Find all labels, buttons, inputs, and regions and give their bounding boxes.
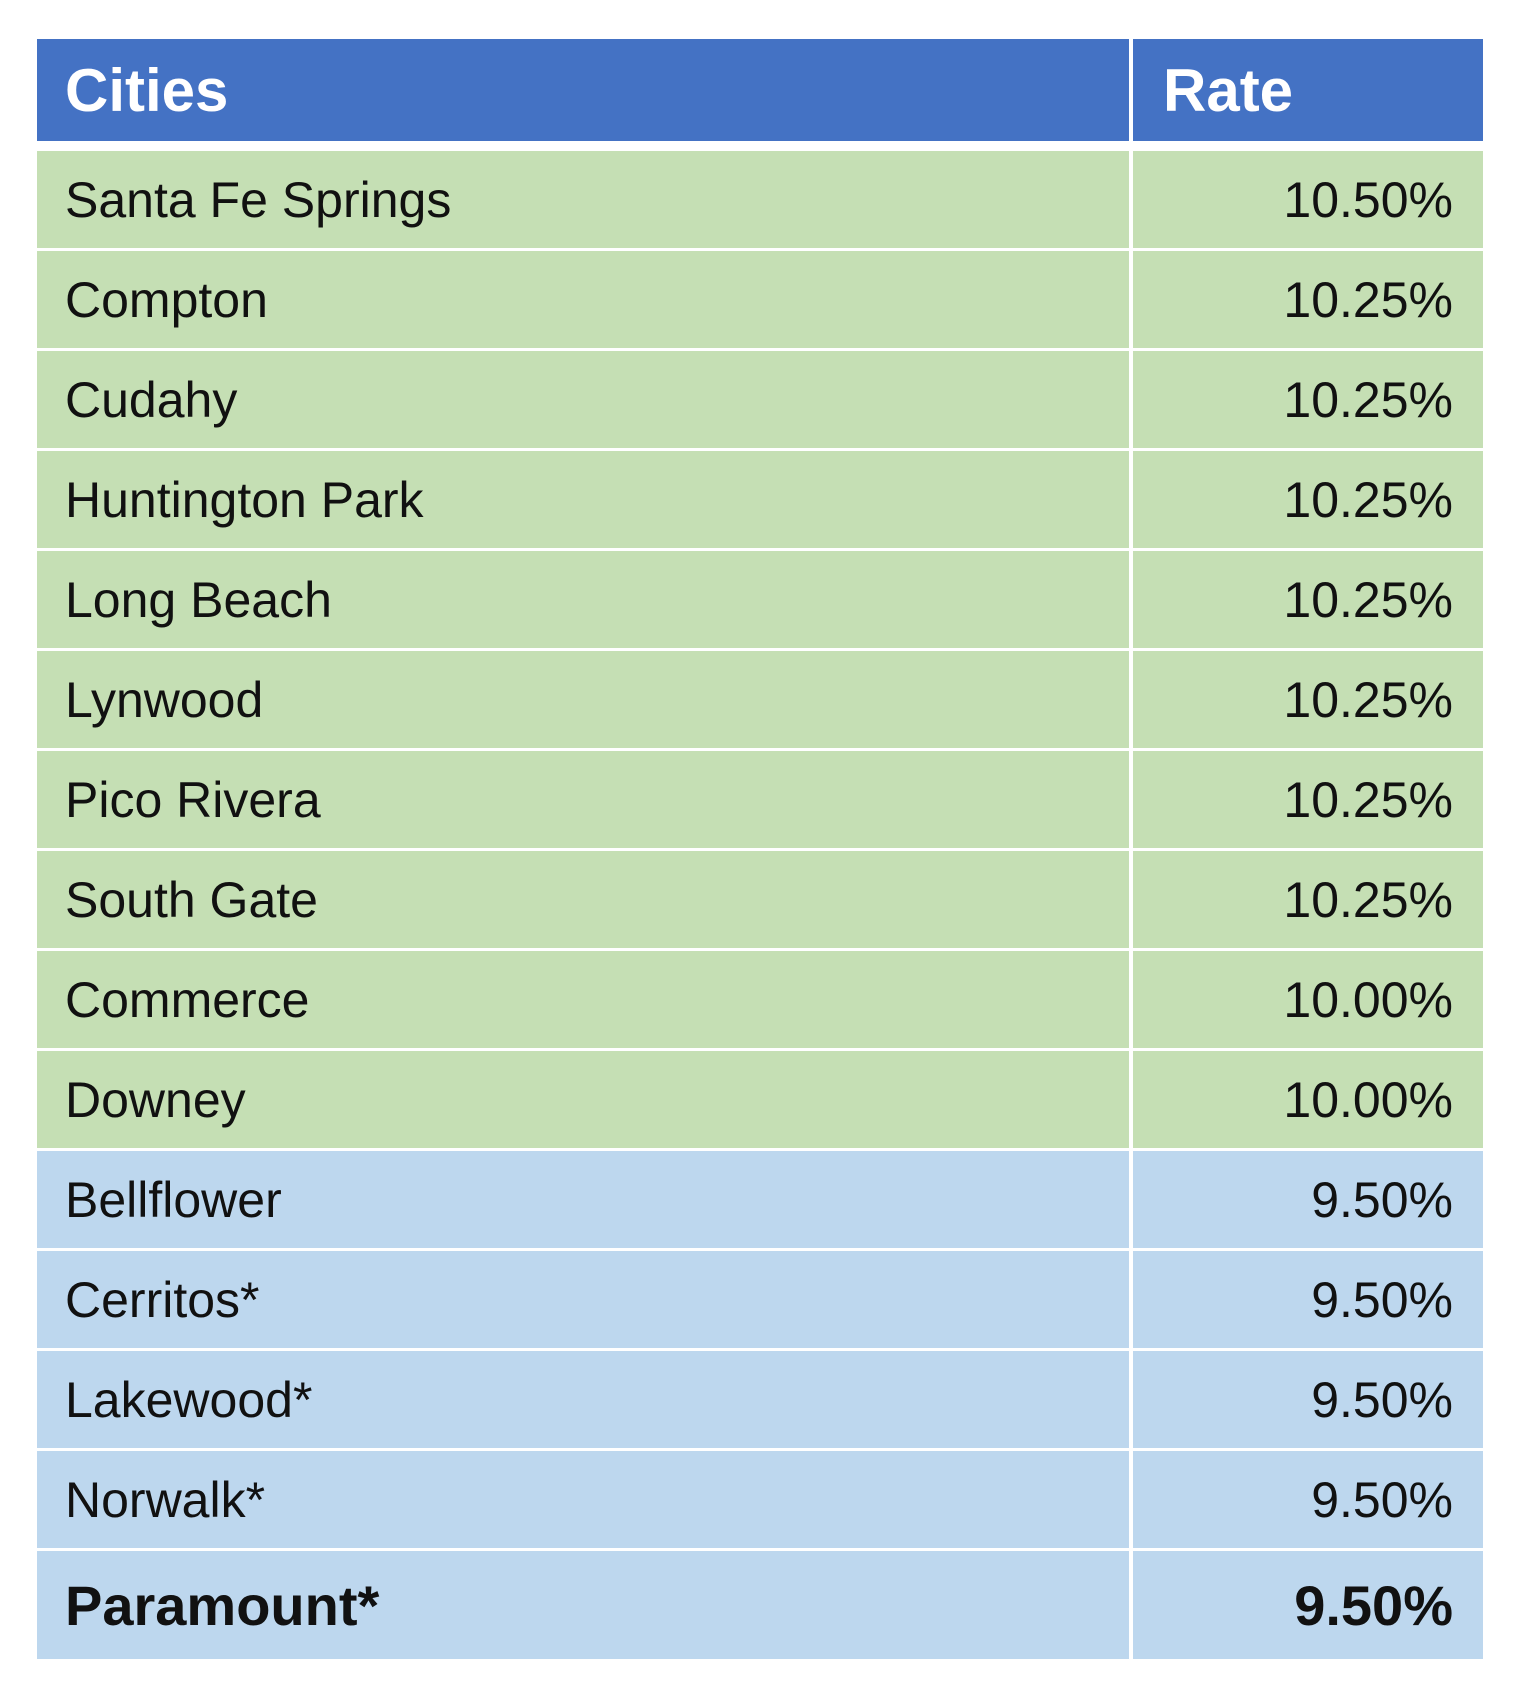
cities-column-header: Cities [37, 39, 1133, 151]
city-name-cell: Norwalk* [37, 1451, 1133, 1551]
rate-cell: 10.25% [1133, 851, 1483, 951]
city-name-cell: Lynwood [37, 651, 1133, 751]
city-name-cell: Lakewood* [37, 1351, 1133, 1451]
table-row: Huntington Park 10.25% [37, 451, 1483, 551]
rate-column-header: Rate [1133, 39, 1483, 151]
city-name-cell: Cudahy [37, 351, 1133, 451]
rate-cell: 9.50% [1133, 1551, 1483, 1659]
table-row: Cerritos* 9.50% [37, 1251, 1483, 1351]
table-row: Cudahy 10.25% [37, 351, 1483, 451]
city-rate-table: Cities Rate Santa Fe Springs 10.50% Compto… [37, 39, 1483, 1659]
table-row: Downey 10.00% [37, 1051, 1483, 1151]
city-name-cell: Paramount* [37, 1551, 1133, 1659]
city-name-cell: Bellflower [37, 1151, 1133, 1251]
table-row: Norwalk* 9.50% [37, 1451, 1483, 1551]
table-row: Santa Fe Springs 10.50% [37, 151, 1483, 251]
rate-cell: 10.25% [1133, 351, 1483, 451]
rate-cell: 10.25% [1133, 251, 1483, 351]
city-name-cell: Compton [37, 251, 1133, 351]
rate-cell: 10.50% [1133, 151, 1483, 251]
table-row: Bellflower 9.50% [37, 1151, 1483, 1251]
rate-cell: 10.25% [1133, 451, 1483, 551]
rate-cell: 10.00% [1133, 951, 1483, 1051]
table-header-row: Cities Rate [37, 39, 1483, 151]
city-name-cell: South Gate [37, 851, 1133, 951]
table-row: Pico Rivera 10.25% [37, 751, 1483, 851]
rate-cell: 9.50% [1133, 1151, 1483, 1251]
rate-cell: 10.25% [1133, 651, 1483, 751]
table-row: Long Beach 10.25% [37, 551, 1483, 651]
table-row: Compton 10.25% [37, 251, 1483, 351]
table-row: South Gate 10.25% [37, 851, 1483, 951]
city-name-cell: Long Beach [37, 551, 1133, 651]
rate-cell: 10.25% [1133, 551, 1483, 651]
rate-cell: 9.50% [1133, 1351, 1483, 1451]
table-body: Santa Fe Springs 10.50% Compton 10.25% Cudah… [37, 151, 1483, 1659]
table-row: Commerce 10.00% [37, 951, 1483, 1051]
rate-cell: 9.50% [1133, 1251, 1483, 1351]
city-name-cell: Commerce [37, 951, 1133, 1051]
city-name-cell: Pico Rivera [37, 751, 1133, 851]
city-name-cell: Cerritos* [37, 1251, 1133, 1351]
table-row: Lynwood 10.25% [37, 651, 1483, 751]
rate-cell: 10.25% [1133, 751, 1483, 851]
rate-cell: 9.50% [1133, 1451, 1483, 1551]
rate-cell: 10.00% [1133, 1051, 1483, 1151]
city-name-cell: Downey [37, 1051, 1133, 1151]
table-row: Lakewood* 9.50% [37, 1351, 1483, 1451]
city-name-cell: Huntington Park [37, 451, 1133, 551]
table-row: Paramount* 9.50% [37, 1551, 1483, 1659]
city-name-cell: Santa Fe Springs [37, 151, 1133, 251]
